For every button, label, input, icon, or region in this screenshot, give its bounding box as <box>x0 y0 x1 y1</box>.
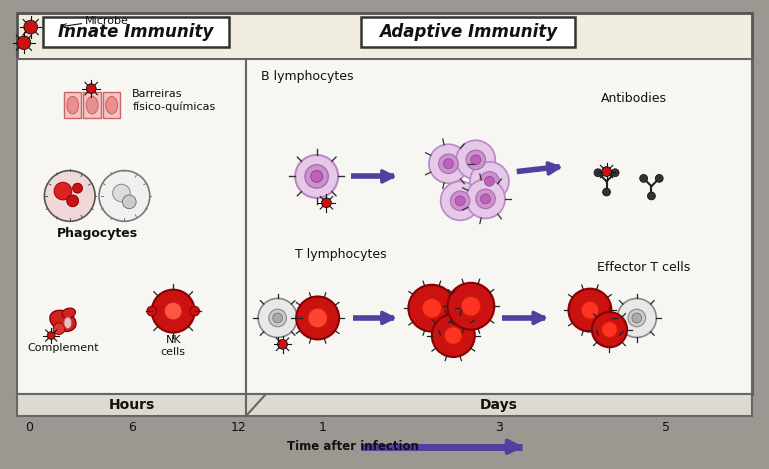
Circle shape <box>269 309 286 327</box>
Text: 3: 3 <box>495 421 503 434</box>
Circle shape <box>432 314 474 357</box>
Text: Time after infection: Time after infection <box>288 440 419 453</box>
Circle shape <box>481 194 491 204</box>
Circle shape <box>86 83 96 93</box>
FancyBboxPatch shape <box>103 92 121 118</box>
Circle shape <box>480 172 499 191</box>
Circle shape <box>67 195 78 207</box>
Text: 0: 0 <box>25 421 33 434</box>
Circle shape <box>611 169 619 177</box>
Circle shape <box>601 322 618 338</box>
Text: B lymphocytes: B lymphocytes <box>261 70 354 83</box>
FancyBboxPatch shape <box>43 17 229 46</box>
Circle shape <box>444 159 453 169</box>
Circle shape <box>632 313 641 323</box>
FancyBboxPatch shape <box>64 92 82 118</box>
Circle shape <box>305 165 328 188</box>
FancyBboxPatch shape <box>17 14 752 394</box>
Circle shape <box>99 171 150 221</box>
Circle shape <box>311 171 322 182</box>
Text: Days: Days <box>481 398 518 412</box>
Circle shape <box>581 302 599 319</box>
Text: Innate Immunity: Innate Immunity <box>58 23 214 41</box>
Ellipse shape <box>86 97 98 114</box>
Circle shape <box>53 323 65 334</box>
Circle shape <box>568 288 611 332</box>
Circle shape <box>122 195 136 209</box>
Circle shape <box>618 298 656 338</box>
Text: Adaptive Immunity: Adaptive Immunity <box>379 23 557 41</box>
Circle shape <box>592 312 627 347</box>
Circle shape <box>321 198 331 208</box>
FancyBboxPatch shape <box>361 17 575 46</box>
Text: 12: 12 <box>231 421 246 434</box>
Circle shape <box>151 290 195 333</box>
Text: Barreiras
físico-químicas: Barreiras físico-químicas <box>132 89 215 112</box>
FancyBboxPatch shape <box>17 394 246 416</box>
Circle shape <box>484 176 494 186</box>
FancyBboxPatch shape <box>246 59 752 394</box>
Circle shape <box>296 296 339 340</box>
Text: Effector T cells: Effector T cells <box>597 261 691 274</box>
Circle shape <box>273 313 282 323</box>
Circle shape <box>422 298 441 318</box>
Text: NK
cells: NK cells <box>161 335 185 357</box>
Circle shape <box>258 298 297 338</box>
Circle shape <box>429 144 468 183</box>
Text: T lymphocytes: T lymphocytes <box>295 248 387 261</box>
Circle shape <box>72 183 82 193</box>
Ellipse shape <box>50 310 76 332</box>
Circle shape <box>655 174 663 182</box>
Text: 6: 6 <box>128 421 135 434</box>
Circle shape <box>47 332 55 340</box>
Circle shape <box>295 155 338 198</box>
Circle shape <box>456 140 495 179</box>
Circle shape <box>476 189 495 209</box>
Circle shape <box>308 308 328 328</box>
Circle shape <box>24 20 38 34</box>
Circle shape <box>471 155 481 165</box>
Circle shape <box>17 36 31 50</box>
Circle shape <box>466 150 485 170</box>
Circle shape <box>448 283 494 330</box>
Circle shape <box>594 169 602 177</box>
FancyBboxPatch shape <box>246 394 752 416</box>
Text: Antibodies: Antibodies <box>601 92 667 105</box>
FancyBboxPatch shape <box>17 59 246 394</box>
FancyBboxPatch shape <box>83 92 101 118</box>
Text: Phagocytes: Phagocytes <box>56 227 138 240</box>
Ellipse shape <box>67 97 78 114</box>
Circle shape <box>603 188 611 196</box>
Ellipse shape <box>64 317 72 329</box>
Text: 5: 5 <box>662 421 670 434</box>
Circle shape <box>451 191 470 211</box>
Circle shape <box>147 306 157 316</box>
Ellipse shape <box>106 97 118 114</box>
Text: Microbe: Microbe <box>85 16 129 26</box>
Circle shape <box>640 174 647 182</box>
Circle shape <box>278 340 288 349</box>
Text: 1: 1 <box>318 421 326 434</box>
Text: Hours: Hours <box>108 398 155 412</box>
Circle shape <box>470 162 509 201</box>
Circle shape <box>165 303 182 320</box>
Text: Complement: Complement <box>27 343 98 353</box>
Circle shape <box>461 296 481 316</box>
Circle shape <box>466 179 505 219</box>
Circle shape <box>190 306 199 316</box>
Circle shape <box>45 171 95 221</box>
Circle shape <box>441 182 480 220</box>
Circle shape <box>113 184 130 202</box>
Circle shape <box>54 182 72 200</box>
Circle shape <box>408 285 455 332</box>
Circle shape <box>455 196 465 206</box>
Circle shape <box>444 327 462 344</box>
Circle shape <box>438 154 458 174</box>
Circle shape <box>628 309 646 327</box>
Ellipse shape <box>62 308 75 318</box>
Circle shape <box>647 192 655 200</box>
Circle shape <box>601 166 611 176</box>
